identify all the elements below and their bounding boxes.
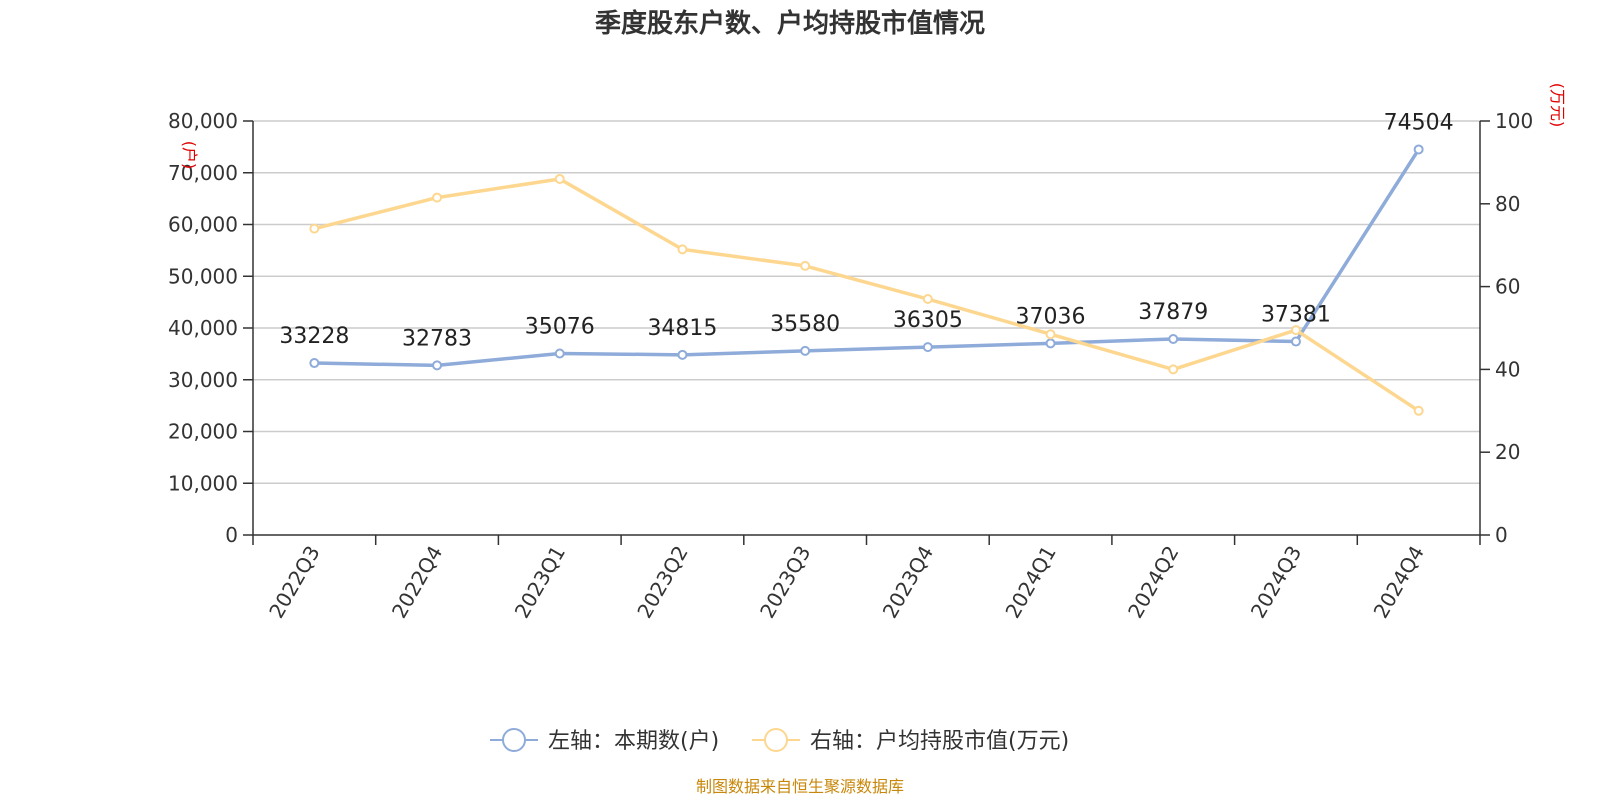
data-point-right (309, 223, 320, 234)
data-point-right (922, 294, 933, 305)
data-label: 33228 (279, 324, 349, 349)
data-label: 32783 (402, 326, 472, 351)
data-labels: 33228 32783 35076 34815 35580 36305 37036 37879… (279, 110, 1453, 351)
legend-marker (502, 728, 526, 752)
legend-label: 左轴：本期数(户) (548, 729, 719, 754)
data-label: 37036 (1016, 304, 1086, 329)
x-tick-label: 2022Q3 (264, 542, 324, 623)
x-tick-label: 2023Q2 (632, 542, 692, 623)
series-lines (309, 144, 1424, 416)
series-line-right (313, 177, 1420, 413)
data-point-left (309, 358, 320, 369)
x-tick-label: 2023Q3 (755, 542, 815, 623)
legend-marker (764, 728, 788, 752)
data-point-left (554, 348, 565, 359)
data-point-right (554, 173, 565, 184)
y-right-tick-label: 80 (1495, 192, 1520, 216)
legend-label: 右轴：户均持股市值(万元) (810, 729, 1069, 754)
y-right-unit-label: (万元) (1548, 83, 1567, 128)
y-left-tick-label: 40,000 (168, 316, 238, 340)
data-point-left (922, 342, 933, 353)
data-label: 37381 (1261, 303, 1331, 328)
data-point-left (800, 345, 811, 356)
legend-item-right[interactable]: 右轴：户均持股市值(万元) (752, 728, 1069, 754)
data-point-left (1045, 338, 1056, 349)
x-tick-label: 2024Q1 (1000, 542, 1060, 623)
x-tick-label: 2023Q4 (878, 542, 938, 623)
data-point-left (1168, 333, 1179, 344)
data-label: 34815 (647, 316, 717, 341)
data-point-right (800, 260, 811, 271)
legend[interactable]: 左轴：本期数(户) 右轴：户均持股市值(万元) (490, 728, 1069, 754)
data-point-left (1413, 144, 1424, 155)
data-label: 35076 (525, 314, 595, 339)
data-point-right (1413, 405, 1424, 416)
y-left-tick-label: 70,000 (168, 161, 238, 185)
axes: 0 10,000 20,000 30,000 40,000 50,000 60,000 70,… (168, 83, 1567, 622)
y-left-tick-label: 20,000 (168, 420, 238, 444)
chart-title: 季度股东户数、户均持股市值情况 (595, 8, 985, 39)
data-point-right (1290, 325, 1301, 336)
data-point-right (432, 192, 443, 203)
data-label: 36305 (893, 308, 963, 333)
y-right-tick-label: 20 (1495, 440, 1520, 464)
gridlines (253, 120, 1480, 484)
y-left-tick-label: 50,000 (168, 264, 238, 288)
data-point-right (1168, 364, 1179, 375)
y-left-tick-label: 0 (225, 523, 238, 547)
x-tick-label: 2024Q4 (1369, 542, 1429, 623)
legend-item-left[interactable]: 左轴：本期数(户) (490, 728, 719, 754)
series-line-left (314, 148, 1421, 368)
y-right-tick-label: 60 (1495, 275, 1520, 299)
x-tick-label: 2022Q4 (387, 542, 447, 623)
y-right-tick-label: 40 (1495, 357, 1520, 381)
y-left-tick-label: 80,000 (168, 109, 238, 133)
source-note: 制图数据来自恒生聚源数据库 (696, 777, 904, 796)
y-left-unit-label: (户) (180, 141, 199, 170)
y-right-tick-label: 0 (1495, 523, 1508, 547)
data-label: 37879 (1138, 300, 1208, 325)
x-tick-label: 2024Q2 (1123, 542, 1183, 623)
y-left-tick-label: 60,000 (168, 213, 238, 237)
data-point-left (1290, 336, 1301, 347)
data-label: 74504 (1384, 110, 1454, 135)
data-point-right (1045, 329, 1056, 340)
data-point-left (677, 349, 688, 360)
y-right-tick-label: 100 (1495, 109, 1533, 133)
data-point-right (677, 244, 688, 255)
data-point-left (432, 360, 443, 371)
data-label: 35580 (770, 312, 840, 337)
y-left-tick-label: 10,000 (168, 471, 238, 495)
y-left-tick-label: 30,000 (168, 368, 238, 392)
x-tick-label: 2024Q3 (1246, 542, 1306, 623)
x-tick-label: 2023Q1 (510, 542, 570, 623)
